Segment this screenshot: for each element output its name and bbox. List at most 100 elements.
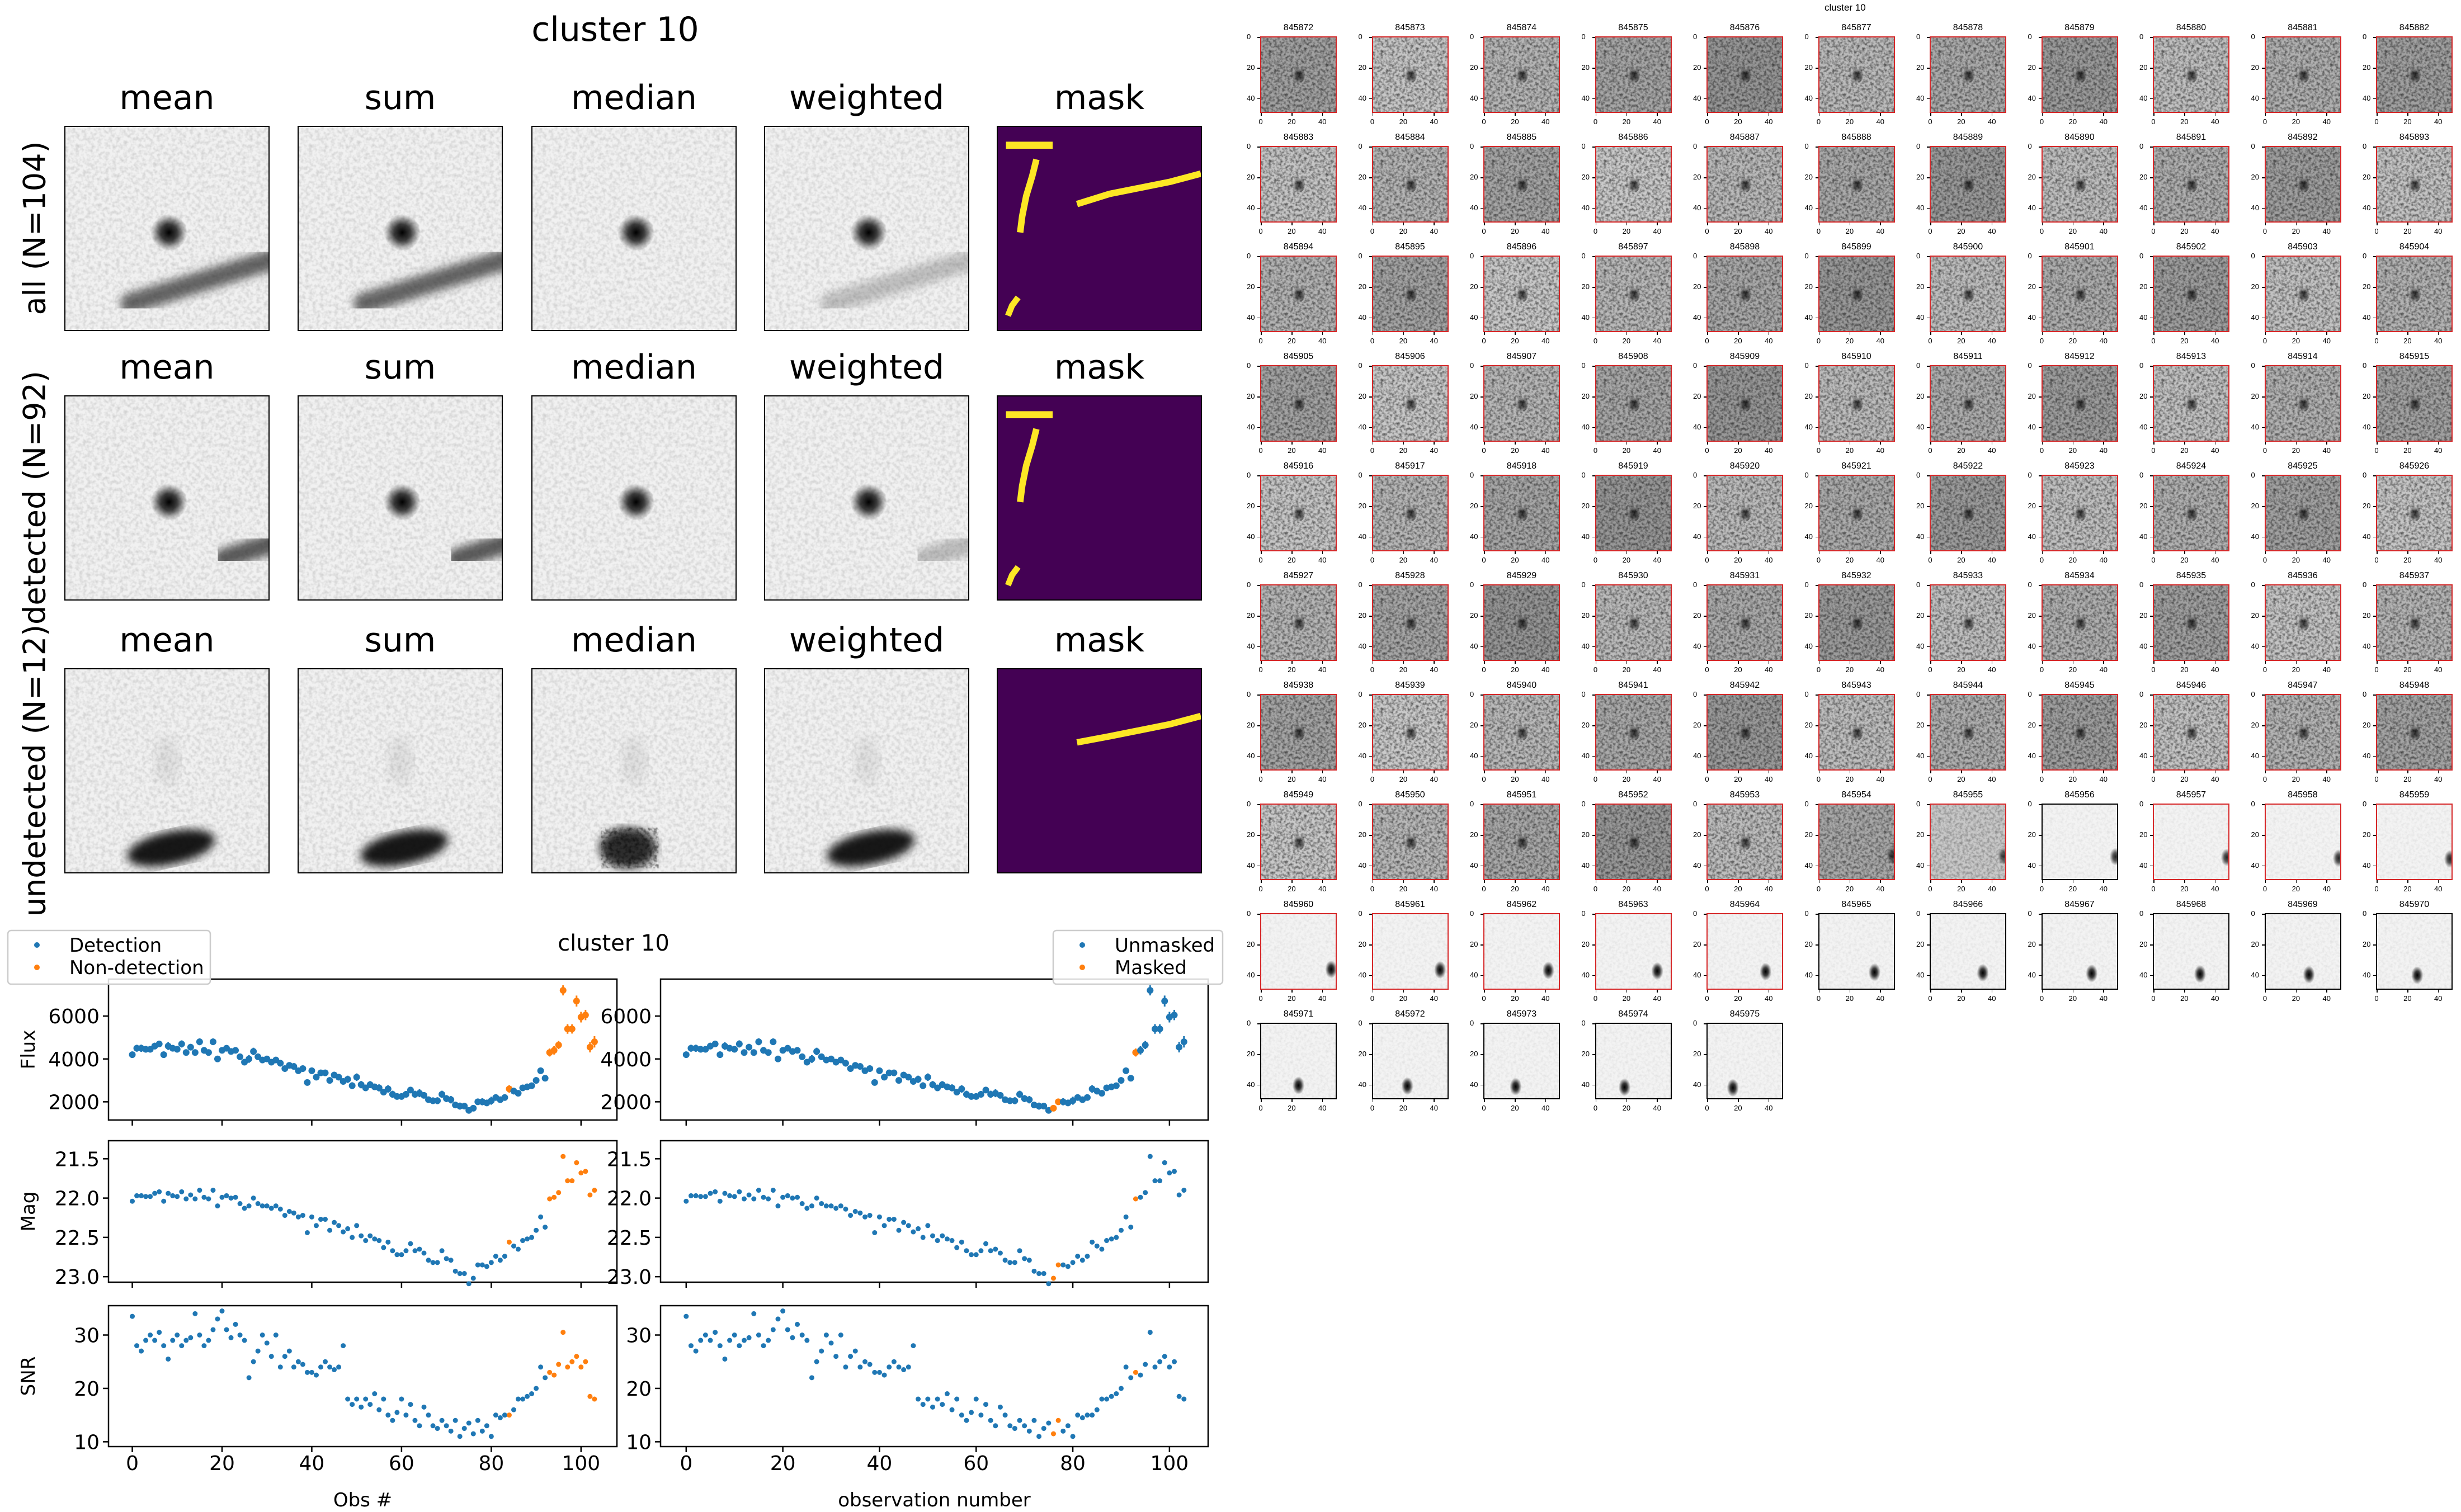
point-detection — [525, 1393, 530, 1399]
point-unmasked — [916, 1396, 921, 1402]
y-tick — [2038, 914, 2042, 915]
point-unmasked — [1176, 1043, 1183, 1051]
x-tick — [1991, 113, 1993, 116]
x-tick — [1991, 223, 1993, 225]
point-detection — [359, 1404, 364, 1410]
x-tick — [2214, 990, 2216, 993]
x-tick-label: 40 — [1318, 337, 1327, 345]
x-tick-label: 20 — [1622, 885, 1631, 893]
cutout-id: 845915 — [2399, 352, 2430, 361]
x-tick-label: 40 — [2434, 117, 2443, 126]
cutout-id: 845901 — [2064, 242, 2095, 252]
point-detection — [484, 1423, 489, 1429]
y-tick-label: 20 — [2139, 282, 2148, 291]
x-tick — [2377, 442, 2378, 445]
point-nondetection — [555, 1041, 562, 1048]
point-detection — [170, 1338, 176, 1343]
point-unmasked — [1041, 1426, 1046, 1431]
y-tick-label: 40 — [1247, 751, 1255, 760]
y-tick-label: 0 — [1693, 142, 1698, 151]
y-tick-label: 40 — [1916, 93, 1925, 102]
y-tick — [1369, 317, 1372, 319]
x-tick — [1595, 442, 1597, 445]
cutout-id: 845955 — [1953, 790, 1983, 800]
cutout-id: 845949 — [1283, 790, 1314, 800]
point-unmasked — [842, 1060, 849, 1067]
x-tick — [2265, 880, 2266, 883]
point-unmasked — [761, 1194, 766, 1200]
point-unmasked — [1171, 1012, 1178, 1019]
lightcurve-figure: cluster 10200040006000Flux21.522.022.523… — [7, 929, 1224, 1511]
x-tick-label: 40 — [1653, 885, 1661, 893]
y-tick — [1257, 536, 1260, 538]
x-tick-label: 20 — [1845, 994, 1854, 1003]
x-tick — [2153, 332, 2154, 335]
x-tick-label: 20 — [2068, 994, 2077, 1003]
stack-image-sum — [298, 395, 503, 601]
streak — [820, 250, 968, 314]
y-tick-label: 0 — [2139, 252, 2144, 261]
x-tick — [2184, 442, 2185, 445]
y-tick — [1592, 475, 1595, 476]
x-tick-label: 40 — [1764, 775, 1773, 783]
source-blob — [1850, 287, 1864, 303]
point-detection — [237, 1053, 244, 1060]
point-detection — [182, 1049, 190, 1056]
point-detection — [372, 1391, 378, 1396]
x-tick — [1657, 223, 1658, 225]
point-detection — [376, 1407, 382, 1412]
x-tick-label: 0 — [2374, 117, 2379, 126]
cutout-image — [2264, 365, 2341, 442]
y-tick-label: 0 — [1358, 909, 1362, 918]
cutout-image — [1483, 913, 1560, 990]
source-blob — [1404, 725, 1418, 741]
y-tick-label: 40 — [1470, 313, 1478, 322]
cutout-image — [1260, 365, 1337, 442]
x-tick — [2265, 551, 2266, 554]
x-tick — [1626, 113, 1628, 116]
x-tick — [1545, 1099, 1547, 1102]
cutout-image — [1483, 365, 1560, 442]
x-tick-label: 40 — [1653, 775, 1661, 783]
x-tick-label: 20 — [2180, 227, 2189, 235]
x-tick — [1707, 1099, 1708, 1102]
point-detection — [255, 1348, 261, 1354]
y-tick-label: 0 — [2363, 471, 2367, 480]
y-tick-label: 20 — [1247, 1050, 1255, 1059]
point-unmasked — [1152, 1178, 1158, 1184]
x-tick-label: 20 — [1511, 775, 1519, 783]
point-detection — [219, 1194, 225, 1200]
x-tick-label: 20 — [1288, 446, 1296, 455]
point-unmasked — [1138, 1194, 1143, 1200]
x-tick — [1595, 661, 1597, 664]
y-tick-label: 40 — [2028, 861, 2036, 870]
point-unmasked — [736, 1040, 743, 1047]
y-tick — [1369, 725, 1372, 726]
point-unmasked — [751, 1196, 757, 1202]
y-tick — [1927, 536, 1930, 538]
cutout-image — [2153, 256, 2229, 332]
x-tick-label: 0 — [1482, 337, 1486, 345]
y-tick — [1257, 1054, 1260, 1055]
point-detection — [152, 1190, 158, 1196]
point-unmasked — [1070, 1434, 1076, 1439]
y-tick — [1369, 646, 1372, 648]
point-detection — [246, 1055, 253, 1062]
cutout-image — [2153, 36, 2229, 113]
point-unmasked — [848, 1354, 854, 1359]
point-unmasked — [808, 1055, 815, 1062]
y-tick-label: 40 — [2028, 93, 2036, 102]
y-tick-label: 20 — [1804, 611, 1813, 620]
point-masked — [1055, 1098, 1062, 1105]
y-tick-label: 40 — [1581, 203, 1590, 212]
point-detection — [161, 1343, 167, 1349]
point-detection — [520, 1396, 526, 1402]
y-tick-label: 40 — [2363, 751, 2371, 760]
point-unmasked — [1128, 1225, 1134, 1230]
cutout-id: 845930 — [1618, 571, 1648, 580]
point-detection — [209, 1038, 216, 1046]
point-unmasked — [693, 1348, 699, 1354]
y-tick — [2261, 98, 2265, 100]
point-unmasked — [852, 1348, 858, 1354]
y-tick — [2261, 366, 2265, 367]
